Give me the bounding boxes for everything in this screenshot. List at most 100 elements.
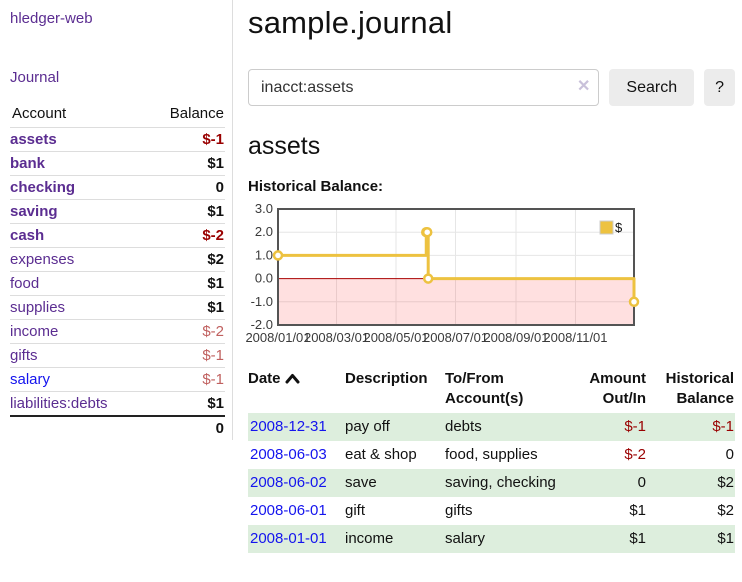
- account-balance: $1: [145, 199, 225, 224]
- register-accounts-cell: food, supplies: [445, 446, 538, 463]
- register-amount-cell: $-2: [624, 446, 646, 463]
- register-balance-cell: $2: [717, 474, 734, 491]
- register-amount-cell: $-1: [624, 418, 646, 435]
- register-row[interactable]: 2008-12-31 pay off debts $-1 $-1: [248, 413, 735, 441]
- account-balance: $-1: [145, 367, 225, 392]
- account-link-bank[interactable]: bank: [10, 155, 46, 172]
- chart-label: Historical Balance:: [248, 178, 384, 195]
- account-link-salary[interactable]: salary: [10, 371, 51, 388]
- account-link-gifts[interactable]: gifts: [10, 347, 38, 364]
- help-button[interactable]: ?: [704, 69, 735, 106]
- account-link-checking[interactable]: checking: [10, 179, 76, 196]
- sidebar: hledger-web Journal Account Balance asse…: [0, 0, 233, 440]
- transaction-date-link[interactable]: 2008-06-02: [250, 474, 327, 491]
- account-balance: $-1: [145, 343, 225, 368]
- balance-column-header: Balance: [169, 105, 224, 122]
- account-row: liabilities:debts $1: [10, 391, 225, 416]
- register-accounts-cell: saving, checking: [445, 474, 556, 491]
- register-accounts-cell: gifts: [445, 502, 473, 519]
- svg-text:$: $: [615, 220, 623, 235]
- register-description-cell: gift: [345, 502, 366, 519]
- register-amount-cell: $1: [629, 530, 646, 547]
- account-heading: assets: [248, 132, 321, 160]
- register-row[interactable]: 2008-06-03 eat & shop food, supplies $-2 0: [248, 441, 735, 469]
- account-row: food $1: [10, 271, 225, 296]
- account-link-expenses[interactable]: expenses: [10, 251, 75, 268]
- account-balance: $1: [145, 391, 225, 416]
- svg-text:-1.0: -1.0: [251, 294, 273, 309]
- register-date-cell[interactable]: 2008-06-01: [248, 497, 345, 525]
- account-row: assets $-1: [10, 127, 225, 152]
- account-row: income $-2: [10, 319, 225, 344]
- account-row: bank $1: [10, 151, 225, 176]
- accounts-total-value: 0: [145, 415, 225, 440]
- account-link-assets[interactable]: assets: [10, 131, 57, 148]
- register-balance-cell: $2: [717, 502, 734, 519]
- register-table: Date Description To/From Account(s) Amoun…: [248, 367, 735, 553]
- account-balance: $-2: [145, 223, 225, 248]
- account-row: supplies $1: [10, 295, 225, 320]
- register-description-cell: income: [345, 530, 394, 547]
- register-date-cell[interactable]: 2008-01-01: [248, 525, 345, 553]
- sort-ascending-icon: [285, 370, 300, 390]
- register-description-cell: pay off: [345, 418, 390, 435]
- tofrom-column-header: To/From Account(s): [445, 370, 524, 407]
- account-row: salary $-1: [10, 367, 225, 392]
- register-date-cell[interactable]: 2008-06-02: [248, 469, 345, 497]
- account-link-saving[interactable]: saving: [10, 203, 58, 220]
- register-date-cell[interactable]: 2008-06-03: [248, 441, 345, 469]
- account-link-supplies[interactable]: supplies: [10, 299, 66, 316]
- register-header-row: Date Description To/From Account(s) Amoun…: [248, 367, 735, 413]
- amount-column-header: Amount Out/In: [589, 370, 646, 407]
- date-column-header[interactable]: Date: [248, 367, 345, 413]
- account-balance: $2: [145, 247, 225, 272]
- register-accounts-cell: debts: [445, 418, 482, 435]
- account-row: cash $-2: [10, 223, 225, 248]
- svg-text:2008/05/01: 2008/05/01: [363, 330, 428, 345]
- account-balance: $-1: [145, 127, 225, 152]
- main-content: sample.journal ✕ Search ? assets Histori…: [245, 0, 735, 553]
- register-balance-cell: $-1: [712, 418, 734, 435]
- account-row: expenses $2: [10, 247, 225, 272]
- transaction-date-link[interactable]: 2008-06-03: [250, 446, 327, 463]
- register-balance-cell: 0: [725, 446, 734, 463]
- register-amount-cell: $1: [629, 502, 646, 519]
- svg-text:1.0: 1.0: [255, 247, 273, 262]
- account-link-food[interactable]: food: [10, 275, 40, 292]
- register-description-cell: eat & shop: [345, 446, 417, 463]
- clear-search-icon[interactable]: ✕: [576, 78, 591, 95]
- app-title-link[interactable]: hledger-web: [10, 10, 93, 27]
- account-column-header: Account: [12, 105, 67, 122]
- register-row[interactable]: 2008-06-02 save saving, checking 0 $2: [248, 469, 735, 497]
- transaction-date-link[interactable]: 2008-06-01: [250, 502, 327, 519]
- account-link-cash[interactable]: cash: [10, 227, 45, 244]
- register-row[interactable]: 2008-06-01 gift gifts $1 $2: [248, 497, 735, 525]
- account-link-liabilities-debts[interactable]: liabilities:debts: [10, 395, 108, 412]
- transaction-date-link[interactable]: 2008-01-01: [250, 530, 327, 547]
- chart-canvas: $3.0 2.0 1.0 0.0 -1.0 -2.02008/01/012008/03/0…: [245, 201, 640, 345]
- account-row: checking 0: [10, 175, 225, 200]
- search-button[interactable]: Search: [609, 69, 695, 106]
- historical-balance-chart: $3.0 2.0 1.0 0.0 -1.0 -2.0 2008/01/01 2008/03/0…: [244, 201, 735, 354]
- svg-text:2.0: 2.0: [255, 224, 273, 239]
- account-balance: $1: [145, 271, 225, 296]
- search-input[interactable]: [248, 69, 600, 106]
- account-balance: $1: [145, 151, 225, 176]
- svg-text:2008/09/01: 2008/09/01: [483, 330, 548, 345]
- register-accounts-cell: salary: [445, 530, 486, 547]
- transaction-date-link[interactable]: 2008-12-31: [250, 418, 327, 435]
- page-title: sample.journal: [248, 5, 453, 40]
- account-balance: $-2: [145, 319, 225, 344]
- account-balance: 0: [145, 175, 225, 200]
- description-column-header: Description: [345, 370, 428, 387]
- account-link-income[interactable]: income: [10, 323, 59, 340]
- sidebar-item-journal[interactable]: Journal: [10, 69, 60, 86]
- svg-text:2008/11/01: 2008/11/01: [543, 330, 607, 345]
- svg-text:2008/01/01: 2008/01/01: [245, 330, 310, 345]
- account-balance-table: Account Balance assets $-1 bank $1 checking 0…: [10, 101, 225, 440]
- account-row: gifts $-1: [10, 343, 225, 368]
- register-date-cell[interactable]: 2008-12-31: [248, 413, 345, 441]
- account-row: saving $1: [10, 199, 225, 224]
- balance-column-header-register: Historical Balance: [665, 370, 734, 407]
- register-row[interactable]: 2008-01-01 income salary $1 $1: [248, 525, 735, 553]
